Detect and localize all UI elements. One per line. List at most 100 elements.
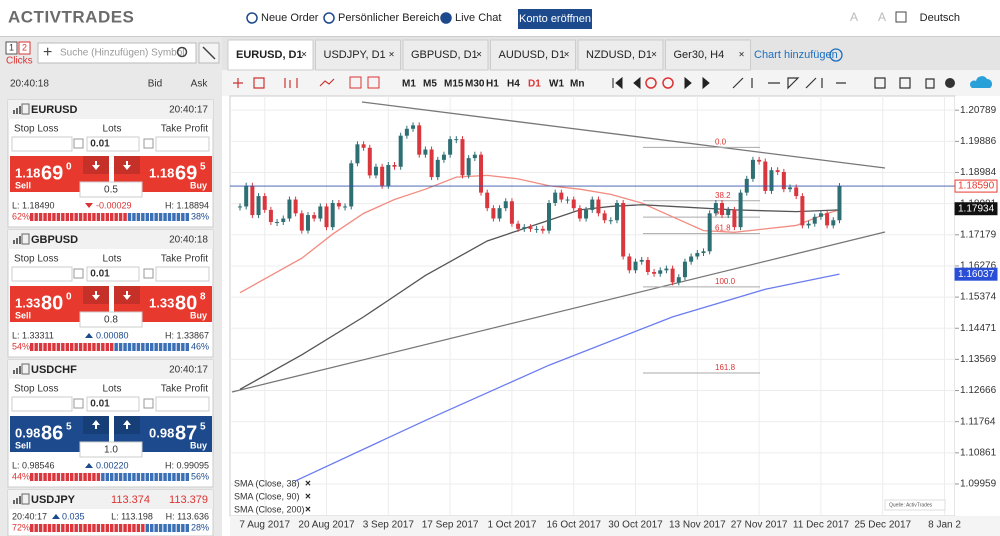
add-chart[interactable]: Chart hinzufügen <box>754 49 838 61</box>
quantity-input[interactable] <box>79 441 143 458</box>
quantity[interactable]: 0.5 <box>104 185 118 196</box>
nav-link[interactable]: Persönlicher Bereich <box>338 12 440 24</box>
sentiment-tick <box>145 524 149 532</box>
legend-remove[interactable]: × <box>305 479 311 490</box>
sell-price-frac[interactable]: 0 <box>66 292 72 303</box>
tab-close[interactable]: × <box>389 50 395 61</box>
tab-close[interactable]: × <box>476 50 482 61</box>
timeframe[interactable]: M1 <box>402 79 416 90</box>
sentiment-tick <box>150 213 154 221</box>
tab[interactable] <box>402 39 489 71</box>
buy-price-frac[interactable]: 5 <box>200 162 206 173</box>
timeframe[interactable]: M15 <box>444 79 464 90</box>
counter[interactable]: 2 <box>22 42 27 52</box>
legend-remove[interactable]: × <box>305 505 311 516</box>
lots-value[interactable]: 0.01 <box>90 399 110 410</box>
lots-value[interactable]: 0.01 <box>90 139 110 150</box>
sell-label[interactable]: Sell <box>15 310 31 320</box>
tab[interactable] <box>665 39 751 71</box>
lots-input[interactable] <box>86 266 140 282</box>
tab-label[interactable]: AUDUSD, D1 <box>499 49 566 61</box>
tab-label[interactable]: EURUSD, D1 <box>236 49 303 61</box>
sell-label[interactable]: Sell <box>15 180 31 190</box>
sell-price-pips[interactable]: 86 <box>41 422 63 444</box>
search-placeholder[interactable]: Suche (Hinzufügen) Symbol <box>60 48 185 59</box>
stop-loss-input[interactable] <box>11 396 73 412</box>
lots-input[interactable] <box>86 396 140 412</box>
quantity[interactable]: 0.8 <box>104 315 118 326</box>
checkbox[interactable] <box>143 268 154 279</box>
lots-input[interactable] <box>86 136 140 152</box>
buy-price-big[interactable]: 1.33 <box>149 295 174 310</box>
cta-label[interactable]: Konto eröffnen <box>519 13 591 25</box>
sell-price-frac[interactable]: 0 <box>66 162 72 173</box>
tab-label[interactable]: Ger30, H4 <box>674 49 725 61</box>
tab[interactable] <box>227 39 314 71</box>
nav-icon <box>323 12 335 24</box>
zoom-in[interactable] <box>645 77 657 89</box>
tab[interactable] <box>315 39 401 71</box>
checkbox[interactable] <box>73 398 84 409</box>
checkbox[interactable] <box>73 268 84 279</box>
y-tick-label: 1.16276 <box>960 261 997 272</box>
tab-close[interactable]: × <box>739 50 745 61</box>
sell-label[interactable]: Sell <box>15 440 31 450</box>
tab[interactable] <box>490 39 576 71</box>
buy-label[interactable]: Buy <box>190 310 207 320</box>
zoom-out[interactable] <box>662 77 674 89</box>
card-icon <box>13 370 15 374</box>
search-box[interactable] <box>37 42 197 64</box>
timeframe[interactable]: H1 <box>486 79 499 90</box>
sell-price-frac[interactable]: 5 <box>66 422 72 433</box>
sell-price-pips[interactable]: 80 <box>41 292 63 314</box>
timeframe[interactable]: M30 <box>465 79 485 90</box>
checkbox[interactable] <box>143 398 154 409</box>
timeframe[interactable]: W1 <box>549 79 564 90</box>
sell-price-big[interactable]: 1.18 <box>15 165 40 180</box>
timeframe[interactable]: D1 <box>528 79 541 90</box>
checkbox[interactable] <box>143 138 154 149</box>
buy-price-frac[interactable]: 5 <box>200 422 206 433</box>
quantity[interactable]: 1.0 <box>104 445 118 456</box>
legend-remove[interactable]: × <box>305 492 311 503</box>
lots-value[interactable]: 0.01 <box>90 269 110 280</box>
checkbox[interactable] <box>73 138 84 149</box>
tab-label[interactable]: USDJPY, D1 <box>324 49 386 61</box>
timeframe[interactable]: H4 <box>507 79 520 90</box>
buy-price-pips[interactable]: 80 <box>175 292 197 314</box>
buy-label[interactable]: Buy <box>190 440 207 450</box>
add-chart-icon[interactable] <box>829 48 843 62</box>
sell-price-big[interactable]: 0.98 <box>15 425 40 440</box>
tab-close[interactable]: × <box>651 50 657 61</box>
buy-price-big[interactable]: 0.98 <box>149 425 174 440</box>
tab-label[interactable]: GBPUSD, D1 <box>411 49 478 61</box>
take-profit-input[interactable] <box>155 396 210 412</box>
candle <box>553 192 558 203</box>
buy-price-pips[interactable]: 87 <box>175 422 197 444</box>
take-profit-input[interactable] <box>155 136 210 152</box>
tab[interactable] <box>577 39 664 71</box>
nav-link[interactable]: Live Chat <box>455 12 501 24</box>
counter[interactable]: 1 <box>9 42 14 52</box>
quantity-input[interactable] <box>79 181 143 198</box>
buy-label[interactable]: Buy <box>190 180 207 190</box>
timeframe[interactable]: M5 <box>423 79 437 90</box>
stop-loss-input[interactable] <box>11 266 73 282</box>
counter-box[interactable] <box>5 41 18 55</box>
stop-loss-input[interactable] <box>11 136 73 152</box>
tab-close[interactable]: × <box>564 50 570 61</box>
sell-price-pips[interactable]: 69 <box>41 162 63 184</box>
cta-button[interactable] <box>518 9 592 29</box>
quantity-input[interactable] <box>79 311 143 328</box>
take-profit-input[interactable] <box>155 266 210 282</box>
tab-label[interactable]: NZDUSD, D1 <box>586 49 652 61</box>
tab-close[interactable]: × <box>301 50 307 61</box>
sell-price-big[interactable]: 1.33 <box>15 295 40 310</box>
buy-price-frac[interactable]: 8 <box>200 292 206 303</box>
counter-box[interactable] <box>18 41 31 55</box>
language[interactable]: Deutsch <box>920 12 960 24</box>
buy-price-pips[interactable]: 69 <box>175 162 197 184</box>
timeframe[interactable]: Mn <box>570 79 584 90</box>
buy-price-big[interactable]: 1.18 <box>149 165 174 180</box>
nav-link[interactable]: Neue Order <box>261 12 319 24</box>
